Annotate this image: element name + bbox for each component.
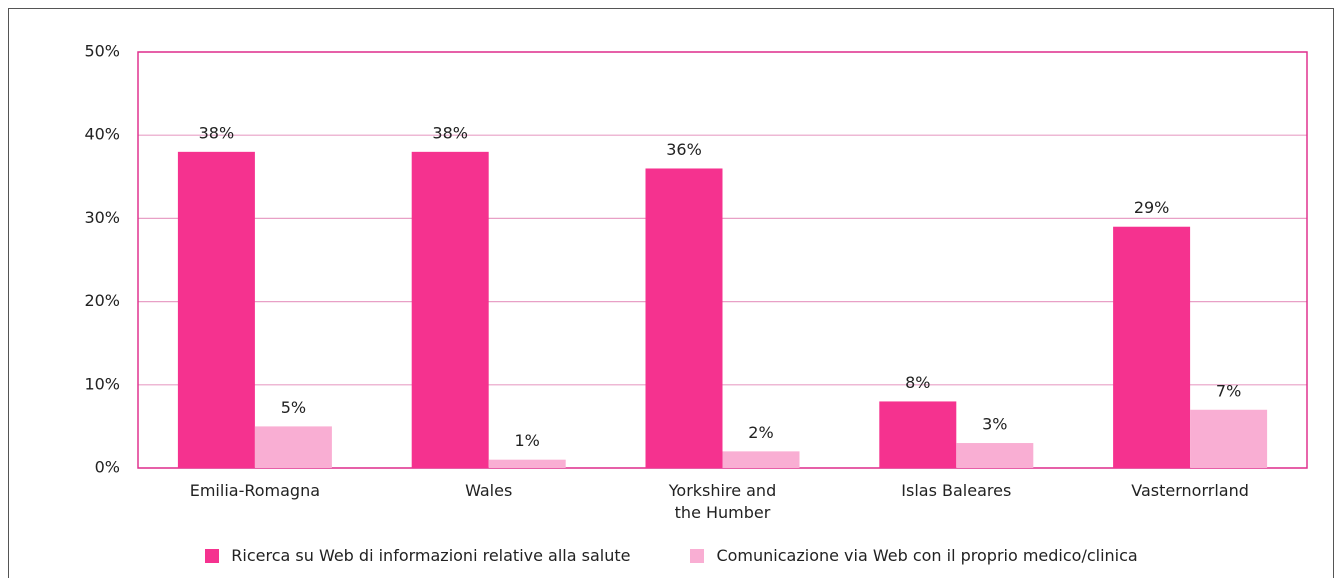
x-tick-label: Vasternorrland <box>1131 481 1249 500</box>
data-label: 36% <box>666 140 702 159</box>
legend-item: Comunicazione via Web con il proprio med… <box>690 546 1138 565</box>
bar <box>722 451 800 468</box>
bar <box>645 168 723 469</box>
data-label: 38% <box>199 123 235 142</box>
x-tick-label: Islas Baleares <box>901 481 1012 500</box>
bar <box>254 426 332 468</box>
legend-label: Ricerca su Web di informazioni relative … <box>231 546 631 565</box>
data-label: 1% <box>515 431 540 450</box>
y-tick-label: 0% <box>95 458 120 477</box>
bar <box>488 459 566 468</box>
bar <box>1190 409 1268 468</box>
legend-label: Comunicazione via Web con il proprio med… <box>716 546 1138 565</box>
x-tick-label: Emilia-Romagna <box>189 481 321 500</box>
bar <box>879 401 957 468</box>
legend: Ricerca su Web di informazioni relative … <box>0 546 1343 565</box>
frame <box>8 8 1334 578</box>
data-label: 5% <box>281 398 306 417</box>
bar <box>956 443 1034 468</box>
y-tick-label: 40% <box>84 125 120 144</box>
data-label: 3% <box>982 415 1007 434</box>
y-tick-label: 20% <box>84 291 120 310</box>
y-tick-label: 30% <box>84 208 120 227</box>
legend-item: Ricerca su Web di informazioni relative … <box>205 546 630 565</box>
data-label: 8% <box>905 373 930 392</box>
y-tick-label: 50% <box>84 42 120 61</box>
data-label: 29% <box>1134 198 1170 217</box>
data-label: 38% <box>432 123 468 142</box>
data-label: 2% <box>748 423 773 442</box>
x-tick-label: Wales <box>465 481 513 500</box>
x-tick-label: Yorkshire and the Humber <box>668 481 777 522</box>
bar <box>177 151 255 468</box>
legend-swatch <box>205 548 220 563</box>
bar <box>1113 226 1191 468</box>
legend-swatch <box>690 548 705 563</box>
bar <box>411 151 489 468</box>
data-label: 7% <box>1216 381 1241 400</box>
y-tick-label: 10% <box>84 374 120 393</box>
